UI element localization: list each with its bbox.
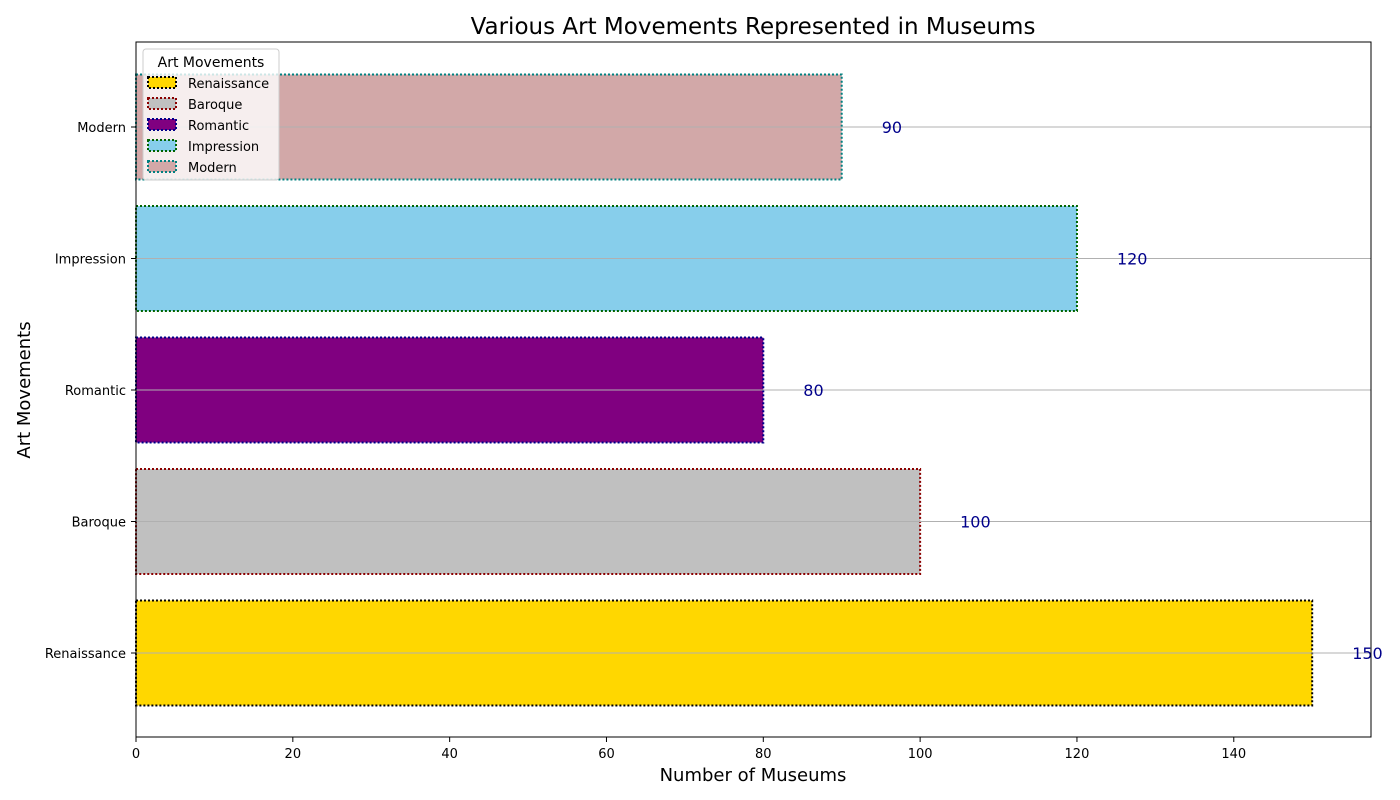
y-tick-label: Baroque <box>72 516 126 531</box>
legend-swatch-renaissance <box>147 76 177 89</box>
x-axis-label: Number of Museums <box>660 765 847 786</box>
gridlines <box>136 126 1371 654</box>
legend-label-baroque: Baroque <box>188 98 242 113</box>
x-tick-label: 40 <box>441 747 458 762</box>
y-axis: Renaissance Baroque Romantic Impression Mode… <box>45 121 136 662</box>
value-label-renaissance: 150 <box>1352 644 1383 663</box>
legend: Art Movements Renaissance Baroque Romantic… <box>142 48 280 181</box>
y-axis-label: Art Movements <box>14 321 35 458</box>
value-label-modern: 90 <box>882 118 902 137</box>
x-tick-label: 60 <box>598 747 615 762</box>
legend-label-romantic: Romantic <box>188 119 249 134</box>
y-tick-label: Romantic <box>65 384 126 399</box>
legend-swatch-romantic <box>147 118 177 131</box>
x-tick-label: 20 <box>285 747 302 762</box>
value-label-impression: 120 <box>1117 250 1148 269</box>
x-axis: 0 20 40 60 80 100 120 140 <box>132 737 1246 762</box>
x-tick-label: 120 <box>1065 747 1090 762</box>
chart-title: Various Art Movements Represented in Mus… <box>471 14 1036 40</box>
value-label-romantic: 80 <box>803 381 823 400</box>
x-tick-label: 0 <box>132 747 140 762</box>
legend-swatch-impression <box>147 139 177 152</box>
x-tick-label: 80 <box>755 747 772 762</box>
legend-label-modern: Modern <box>188 161 237 176</box>
legend-swatch-modern <box>147 160 177 173</box>
legend-label-impression: Impression <box>188 140 259 155</box>
x-tick-label: 100 <box>908 747 933 762</box>
legend-label-renaissance: Renaissance <box>188 77 269 92</box>
value-labels: 150 100 80 120 90 <box>803 118 1382 663</box>
y-tick-label: Modern <box>77 121 126 136</box>
legend-swatch-baroque <box>147 97 177 110</box>
legend-title: Art Movements <box>158 55 265 71</box>
y-tick-label: Renaissance <box>45 647 126 662</box>
x-tick-label: 140 <box>1221 747 1246 762</box>
y-tick-label: Impression <box>55 253 126 268</box>
legend-items: Renaissance Baroque Romantic Impression Mode… <box>147 76 269 176</box>
value-label-baroque: 100 <box>960 513 991 532</box>
